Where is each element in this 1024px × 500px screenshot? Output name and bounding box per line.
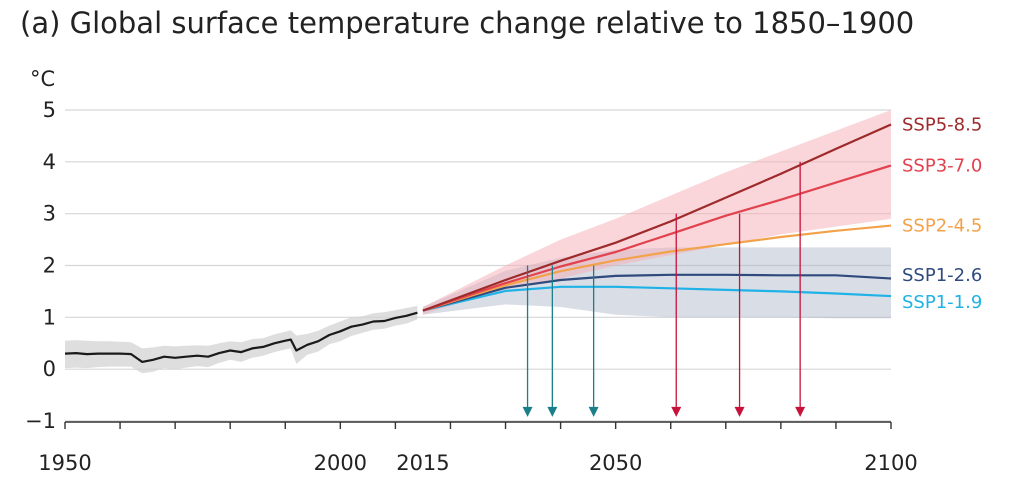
series-label: SSP3-7.0	[902, 155, 982, 176]
historical-range-band	[65, 305, 418, 374]
threshold-arrowhead	[522, 406, 533, 417]
y-tick-label: 0	[43, 357, 56, 381]
series-label: SSP1-1.9	[902, 292, 982, 313]
historical-line	[64, 311, 418, 363]
series-labels: SSP5-8.5 SSP3-7.0 SSP2-4.5 SSP1-2.6 SSP1-1.9	[902, 115, 982, 313]
scenario-range-band	[422, 110, 891, 315]
y-tick-label: 1	[43, 305, 56, 329]
y-tick-label: 3	[43, 202, 56, 226]
x-tick-label: 2100	[864, 451, 917, 475]
series-line-ssp5-8-5	[422, 123, 892, 312]
x-tick-label: 2015	[396, 451, 449, 475]
series-line-ssp3-7-0	[422, 164, 892, 312]
threshold-arrowhead	[588, 406, 599, 417]
threshold-arrowhead	[734, 406, 745, 417]
uncertainty-bands	[65, 110, 891, 374]
y-axis-unit: °C	[30, 67, 55, 91]
series-label: SSP2-4.5	[902, 216, 982, 237]
gridlines	[65, 109, 891, 422]
x-axis	[64, 421, 892, 429]
y-tick-label: 4	[43, 150, 56, 174]
y-axis-tick-labels: 5 4 3 2 1 0 −1	[25, 98, 56, 433]
x-tick-label: 1950	[38, 451, 91, 475]
threshold-arrowhead	[671, 406, 682, 417]
series-label: SSP1-2.6	[902, 265, 982, 286]
threshold-arrows	[522, 161, 806, 417]
x-tick-label: 2000	[314, 451, 367, 475]
threshold-arrowhead	[547, 406, 558, 417]
series-line-ssp1-2-6	[422, 273, 892, 312]
threshold-arrowhead	[795, 406, 806, 417]
series-line-ssp1-1-9	[422, 285, 892, 312]
x-axis-tick-labels: 1950 2000 2015 2050 2100	[38, 451, 917, 475]
series-line-ssp2-4-5	[422, 224, 892, 312]
series-label: SSP5-8.5	[902, 115, 982, 136]
y-tick-label: 2	[43, 254, 56, 278]
chart-title: (a) Global surface temperature change re…	[20, 6, 915, 40]
x-tick-label: 2050	[589, 451, 642, 475]
y-tick-label: −1	[25, 409, 56, 433]
y-tick-label: 5	[43, 98, 56, 122]
series-lines	[64, 123, 892, 363]
